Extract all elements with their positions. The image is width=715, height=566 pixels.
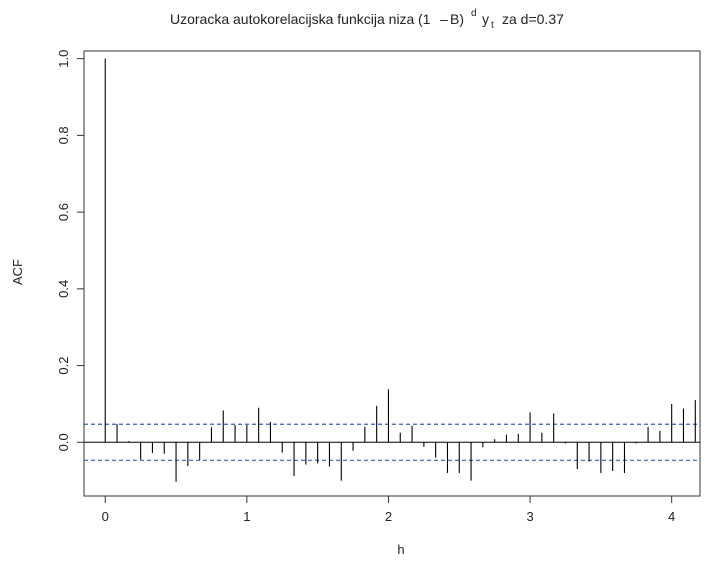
y-tick-label: 0.8 [56, 126, 71, 144]
chart-title-formula-y: y [482, 11, 489, 27]
y-tick-label: 1.0 [56, 50, 71, 68]
chart-title-formula-sub: t [491, 20, 494, 31]
x-axis: 0 1 2 3 4 [102, 495, 675, 524]
acf-spikes [104, 58, 696, 482]
chart-title-formula-tail: za d=0.37 [502, 11, 564, 27]
chart-title-formula-open: (1 [418, 11, 431, 27]
y-tick-label: 0.0 [56, 433, 71, 451]
chart-title-main: Uzoracka autokorelacijska funkcija niza [170, 11, 415, 27]
y-axis: 0.0 0.2 0.4 0.6 0.8 1.0 [56, 50, 85, 451]
chart-title-formula-minus: – [440, 11, 448, 27]
chart-title-formula-exp: d [471, 8, 477, 19]
x-tick-label: 2 [385, 509, 392, 524]
confidence-bounds [84, 423, 700, 461]
chart-title: Uzoracka autokorelacijska funkcija niza … [170, 8, 564, 31]
y-tick-label: 0.6 [56, 203, 71, 221]
x-tick-label: 3 [526, 509, 533, 524]
x-tick-label: 4 [668, 509, 675, 524]
x-tick-label: 0 [102, 509, 109, 524]
plot-frame [83, 50, 701, 497]
x-axis-label: h [397, 542, 404, 557]
chart-title-formula-close: B) [450, 11, 464, 27]
y-tick-label: 0.2 [56, 357, 71, 375]
y-tick-label: 0.4 [56, 280, 71, 298]
y-axis-label: ACF [10, 259, 25, 285]
x-tick-label: 1 [243, 509, 250, 524]
